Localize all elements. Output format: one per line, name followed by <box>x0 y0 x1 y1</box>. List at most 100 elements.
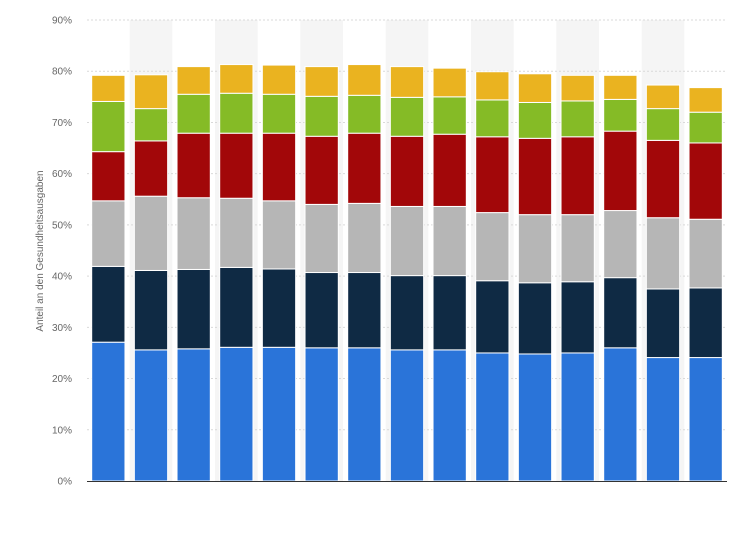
bar-segment <box>517 282 553 355</box>
bar-segment <box>133 74 169 110</box>
bar-segment <box>219 64 254 94</box>
bar-segment <box>645 108 681 141</box>
bar-segment <box>304 95 339 137</box>
bar-segment <box>389 66 425 98</box>
bar-segment <box>389 275 425 351</box>
bar-segment <box>133 349 169 482</box>
bar-segment <box>688 357 723 482</box>
y-tick-label: 10% <box>52 425 72 436</box>
bar-segment <box>517 353 553 482</box>
bar-stack <box>389 66 425 482</box>
bar-segment <box>688 142 723 220</box>
bar-segment <box>261 268 297 348</box>
bar-segment <box>219 132 254 199</box>
bar-segment <box>603 130 638 212</box>
bar-segment <box>560 74 595 102</box>
bar-segment <box>133 140 169 197</box>
bar-segment <box>389 96 425 137</box>
bar-segment <box>517 101 553 139</box>
bar-stack <box>475 71 510 482</box>
bar-segment <box>347 347 382 482</box>
bar-segment <box>91 341 126 482</box>
bar-segment <box>603 74 638 100</box>
bar-segment <box>475 212 510 282</box>
bar-segment <box>603 347 638 482</box>
bar-stack <box>645 84 681 482</box>
bar-stack <box>603 74 638 482</box>
bar-segment <box>432 96 467 135</box>
bar-segment <box>347 64 382 96</box>
bar-segment <box>133 269 169 351</box>
bar-segment <box>133 108 169 142</box>
bar-segment <box>603 210 638 279</box>
bar-segment <box>645 357 681 482</box>
bar-segment <box>176 132 211 199</box>
y-tick-label: 60% <box>52 169 72 180</box>
bar-segment <box>304 135 339 205</box>
bar-segment <box>432 349 467 482</box>
bar-stack <box>432 67 467 482</box>
bar-segment <box>389 135 425 207</box>
bar-segment <box>219 92 254 134</box>
bar-segment <box>560 214 595 283</box>
bar-segment <box>176 197 211 270</box>
bar-segment <box>688 87 723 113</box>
bar-segment <box>176 66 211 95</box>
bar-segment <box>261 132 297 202</box>
y-tick-label: 50% <box>52 220 72 231</box>
bar-segment <box>475 280 510 354</box>
y-tick-label: 0% <box>58 477 73 488</box>
bar-segment <box>219 346 254 482</box>
y-tick-label: 40% <box>52 272 72 283</box>
bar-segment <box>432 275 467 351</box>
bar-segment <box>347 202 382 274</box>
bar-segment <box>475 352 510 482</box>
bar-segment <box>560 136 595 216</box>
bar-segment <box>389 205 425 277</box>
bar-segment <box>645 217 681 290</box>
bar-segment <box>560 281 595 354</box>
y-tick-label: 30% <box>52 323 72 334</box>
bar-segment <box>688 287 723 359</box>
bar-stack <box>219 64 254 482</box>
bar-segment <box>432 133 467 207</box>
bar-segment <box>517 73 553 103</box>
bar-segment <box>91 100 126 153</box>
bar-stack <box>91 74 126 482</box>
bar-segment <box>261 64 297 95</box>
bar-stacks <box>91 64 723 482</box>
bar-segment <box>603 98 638 132</box>
bar-segment <box>219 266 254 348</box>
bar-segment <box>389 349 425 482</box>
y-axis-label: Anteil an den Gesundheitsausgaben <box>35 170 46 331</box>
bar-segment <box>560 100 595 138</box>
y-axis-ticks: 0% 10% 20% 30% 40% 50% 60% 70% 80% 90% <box>52 16 72 488</box>
bar-segment <box>347 272 382 349</box>
bar-segment <box>219 197 254 268</box>
bar-segment <box>91 74 126 102</box>
bar-segment <box>347 94 382 134</box>
bar-segment <box>304 66 339 97</box>
bar-segment <box>176 93 211 134</box>
bar-stack <box>133 74 169 482</box>
y-tick-label: 70% <box>52 118 72 129</box>
bar-segment <box>304 203 339 274</box>
bar-segment <box>304 272 339 349</box>
bar-segment <box>688 111 723 144</box>
bar-stack <box>304 66 339 482</box>
bar-stack <box>347 64 382 482</box>
bar-segment <box>91 265 126 343</box>
bar-segment <box>645 84 681 110</box>
bar-segment <box>517 137 553 216</box>
bar-segment <box>517 214 553 284</box>
bar-stack <box>517 73 553 482</box>
bar-segment <box>475 136 510 214</box>
bar-segment <box>645 139 681 219</box>
bar-segment <box>432 67 467 98</box>
bar-stack <box>560 74 595 482</box>
bar-segment <box>432 205 467 277</box>
bar-segment <box>91 200 126 267</box>
bar-segment <box>261 346 297 482</box>
bar-segment <box>645 288 681 359</box>
